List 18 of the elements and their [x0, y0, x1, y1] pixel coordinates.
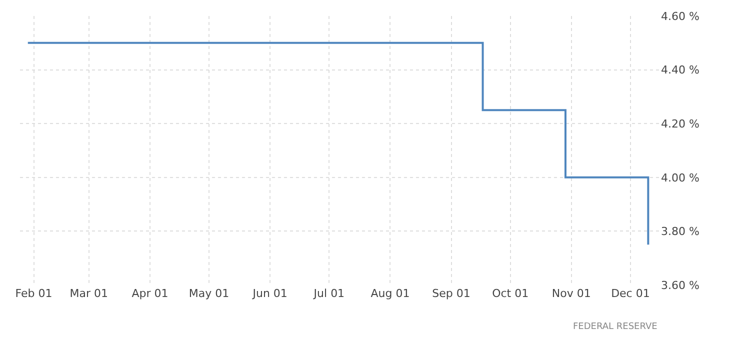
y-tick-label: 4.00 %	[661, 171, 700, 184]
y-tick-label: 4.40 %	[661, 64, 700, 77]
x-tick-label: May 01	[188, 287, 230, 300]
x-tick-label: Aug 01	[370, 287, 410, 300]
y-tick-label: 4.60 %	[661, 10, 700, 23]
x-tick-label: Jun 01	[252, 287, 288, 300]
x-tick-label: Jul 01	[312, 287, 345, 300]
x-tick-label: Dec 01	[611, 287, 650, 300]
x-tick-label: Sep 01	[432, 287, 470, 300]
x-tick-label: Feb 01	[15, 287, 52, 300]
x-tick-label: Mar 01	[70, 287, 108, 300]
y-tick-label: 3.80 %	[661, 225, 700, 238]
x-tick-label: Nov 01	[552, 287, 591, 300]
y-tick-label: 4.20 %	[661, 117, 700, 130]
x-tick-label: Apr 01	[132, 287, 168, 300]
text: FEDERAL RESERVE	[573, 322, 658, 332]
x-tick-label: Oct 01	[492, 287, 529, 300]
y-tick-label: 3.60 %	[661, 278, 700, 292]
